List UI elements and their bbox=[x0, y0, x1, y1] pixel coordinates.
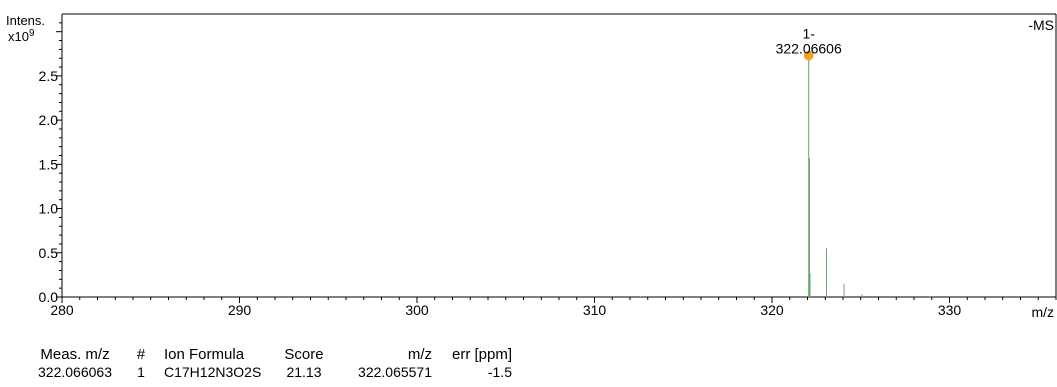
peak-marker[interactable] bbox=[803, 50, 814, 61]
x-tick-label: 290 bbox=[228, 302, 252, 318]
cell-score: 21.13 bbox=[286, 364, 322, 380]
y-tick-label: 1.5 bbox=[39, 156, 59, 172]
cell-ion-formula: C17H12N3O2S bbox=[164, 364, 262, 380]
header-meas-mz: Meas. m/z bbox=[40, 346, 110, 363]
chart-labels-group: Intens. x109 -MS m/z bbox=[6, 13, 1054, 320]
cell-number: 1 bbox=[137, 364, 145, 380]
header-ion-formula: Ion Formula bbox=[164, 346, 245, 363]
x-tick-label: 280 bbox=[50, 302, 74, 318]
header-score: Score bbox=[284, 346, 324, 363]
peak-annotation: 1-322.06606 bbox=[776, 26, 842, 61]
y-axis-label: Intens. bbox=[6, 13, 45, 28]
y-scale-exponent: 9 bbox=[29, 28, 35, 39]
results-header-row: Meas. m/z # Ion Formula Score m/z err [p… bbox=[24, 346, 512, 364]
table-row: 322.066063 1 C17H12N3O2S 21.13 322.06557… bbox=[24, 364, 512, 380]
x-axis-label: m/z bbox=[1031, 304, 1054, 320]
x-tick-label: 330 bbox=[938, 302, 962, 318]
y-scale-base: x10 bbox=[8, 29, 29, 44]
y-tick-label: 0.0 bbox=[39, 289, 59, 305]
cell-meas-mz: 322.066063 bbox=[38, 364, 112, 380]
mass-spectrum-chart: 280 290 300 310 320 330 0.0 0.5 1.0 1.5 2.0 2.5 In… bbox=[6, 13, 1057, 320]
header-error-ppm: err [ppm] bbox=[451, 346, 512, 363]
header-mz: m/z bbox=[407, 346, 432, 363]
peaks-group bbox=[640, 55, 931, 297]
y-tick-label: 1.0 bbox=[39, 201, 59, 217]
scan-mode-label: -MS bbox=[1028, 17, 1054, 33]
y-scale-label: x109 bbox=[8, 28, 35, 44]
x-tick-label: 300 bbox=[405, 302, 429, 318]
peak-label-charge: 1- bbox=[802, 26, 815, 42]
cell-mz: 322.065571 bbox=[358, 364, 432, 380]
header-number: # bbox=[136, 346, 146, 363]
x-tick-label: 310 bbox=[583, 302, 607, 318]
y-tick-label: 2.5 bbox=[39, 68, 59, 84]
y-tick-label: 2.0 bbox=[39, 112, 59, 128]
y-ticks-group: 0.0 0.5 1.0 1.5 2.0 2.5 bbox=[39, 22, 62, 305]
results-table: Meas. m/z # Ion Formula Score m/z err [p… bbox=[24, 346, 512, 380]
cell-error-ppm: -1.5 bbox=[487, 364, 512, 380]
chart-axes bbox=[61, 13, 1057, 298]
x-tick-label: 320 bbox=[760, 302, 784, 318]
y-tick-label: 0.5 bbox=[39, 245, 59, 261]
peak-label-mz: 322.06606 bbox=[776, 41, 842, 57]
x-ticks-group: 280 290 300 310 320 330 bbox=[50, 297, 1057, 318]
